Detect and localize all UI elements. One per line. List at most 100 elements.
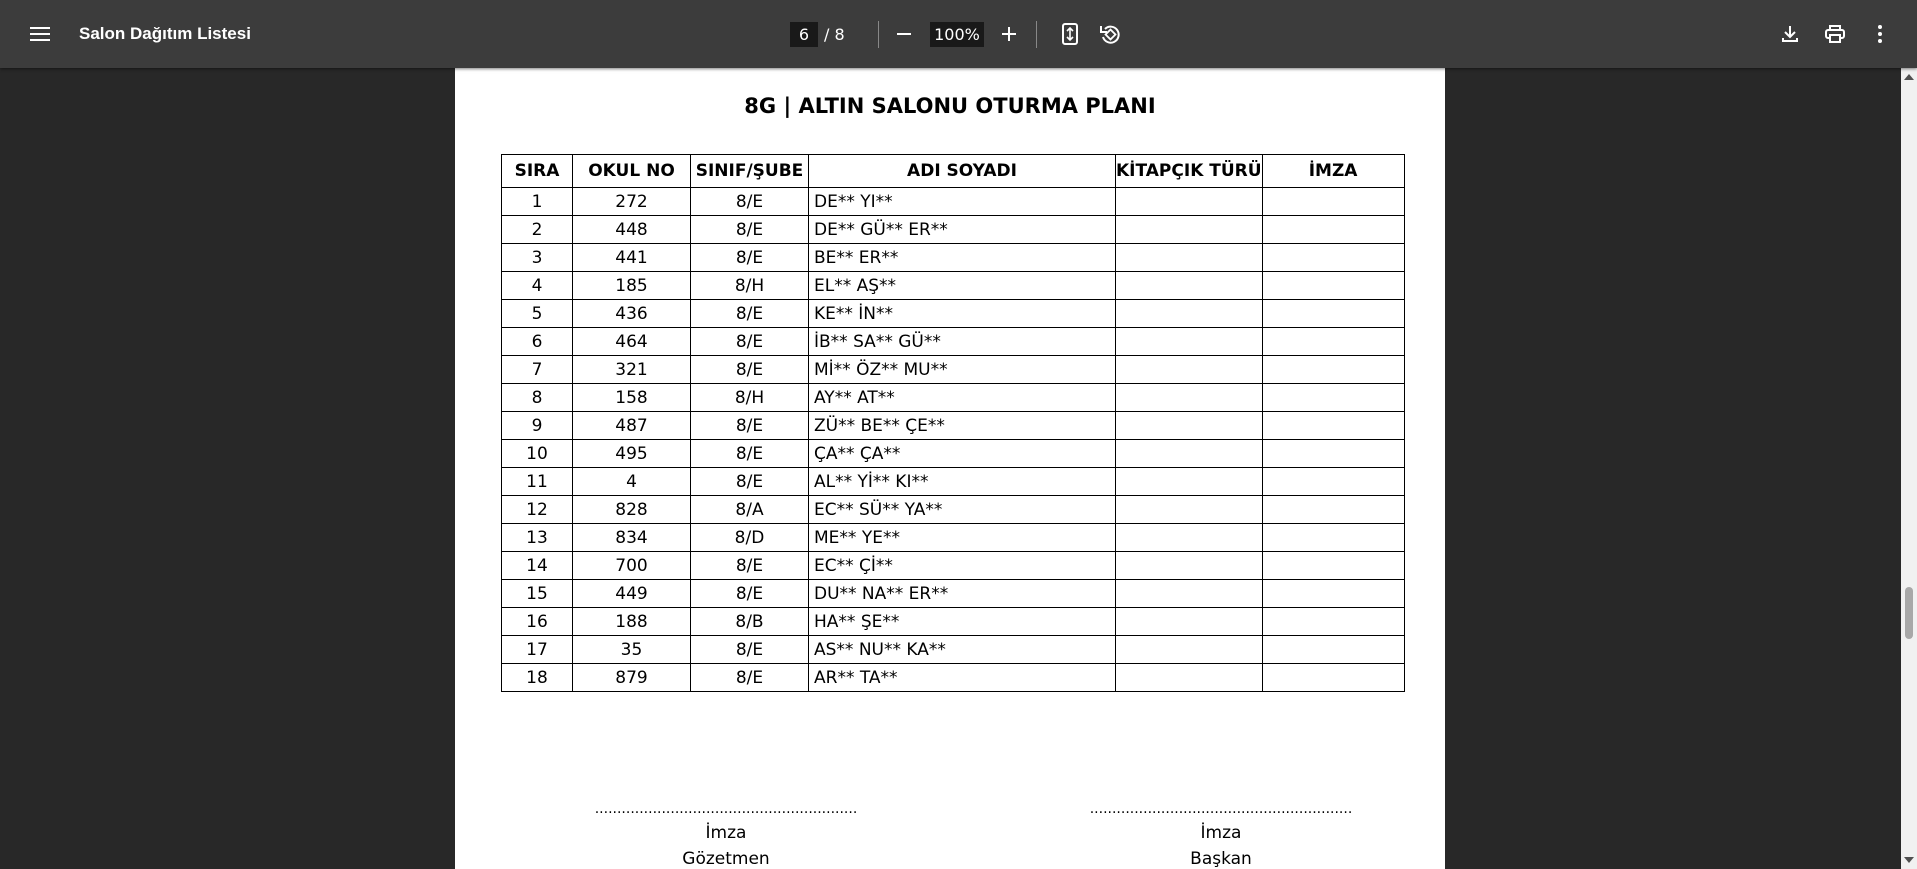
adi-soyadi-cell: KE** İN** xyxy=(808,299,1116,328)
imza-cell xyxy=(1261,579,1405,608)
column-header: OKUL NO xyxy=(572,154,691,188)
table-row: 10 495 8/E ÇA** ÇA** xyxy=(501,439,1405,468)
signature-block-baskan: ........................................… xyxy=(1081,801,1361,869)
seating-table: SIRA OKUL NO SINIF/ŞUBE ADI SOYADI KİTAPÇIK … xyxy=(501,154,1405,692)
sira-cell: 14 xyxy=(501,551,573,580)
kitapcik-turu-cell xyxy=(1115,271,1263,300)
page-total: / 8 xyxy=(824,25,845,44)
sira-cell: 9 xyxy=(501,411,573,440)
adi-soyadi-cell: ME** YE** xyxy=(808,523,1116,552)
adi-soyadi-cell: ZÜ** BE** ÇE** xyxy=(808,411,1116,440)
sira-cell: 1 xyxy=(501,187,573,216)
imza-cell xyxy=(1261,299,1405,328)
vertical-scrollbar[interactable] xyxy=(1901,68,1917,869)
okul-no-cell: 436 xyxy=(572,299,691,328)
rotate-counterclockwise-icon xyxy=(1100,25,1120,44)
kitapcik-turu-cell xyxy=(1115,663,1263,692)
sinif-sube-cell: 8/H xyxy=(690,271,809,300)
table-row: 9 487 8/E ZÜ** BE** ÇE** xyxy=(501,411,1405,440)
sira-cell: 13 xyxy=(501,523,573,552)
zoom-out-button[interactable] xyxy=(884,0,924,68)
sinif-sube-cell: 8/E xyxy=(690,467,809,496)
sira-cell: 3 xyxy=(501,243,573,272)
adi-soyadi-cell: İB** SA** GÜ** xyxy=(808,327,1116,356)
download-button[interactable] xyxy=(1770,0,1810,68)
adi-soyadi-cell: AY** AT** xyxy=(808,383,1116,412)
imza-cell xyxy=(1261,187,1405,216)
adi-soyadi-cell: EL** AŞ** xyxy=(808,271,1116,300)
imza-cell xyxy=(1261,439,1405,468)
imza-cell xyxy=(1261,411,1405,440)
kitapcik-turu-cell xyxy=(1115,607,1263,636)
okul-no-cell: 828 xyxy=(572,495,691,524)
scroll-up-arrow-icon[interactable] xyxy=(1904,74,1914,80)
okul-no-cell: 464 xyxy=(572,327,691,356)
adi-soyadi-cell: HA** ŞE** xyxy=(808,607,1116,636)
imza-cell xyxy=(1261,467,1405,496)
signature-line: ........................................… xyxy=(594,801,858,817)
zoom-in-button[interactable] xyxy=(989,0,1029,68)
imza-cell xyxy=(1261,327,1405,356)
table-row: 1 272 8/E DE** YI** xyxy=(501,187,1405,216)
okul-no-cell: 448 xyxy=(572,215,691,244)
okul-no-cell: 35 xyxy=(572,635,691,664)
signature-label: İmza xyxy=(1200,823,1242,843)
imza-cell xyxy=(1261,355,1405,384)
table-header-row: SIRA OKUL NO SINIF/ŞUBE ADI SOYADI KİTAPÇIK … xyxy=(501,154,1405,188)
adi-soyadi-cell: EC** Çİ** xyxy=(808,551,1116,580)
sira-cell: 7 xyxy=(501,355,573,384)
okul-no-cell: 487 xyxy=(572,411,691,440)
sira-cell: 5 xyxy=(501,299,573,328)
column-header: SIRA xyxy=(501,154,573,188)
adi-soyadi-cell: AR** TA** xyxy=(808,663,1116,692)
table-row: 17 35 8/E AS** NU** KA** xyxy=(501,635,1405,664)
column-header: ADI SOYADI xyxy=(808,154,1116,188)
okul-no-cell: 158 xyxy=(572,383,691,412)
rotate-button[interactable] xyxy=(1090,0,1130,68)
kitapcik-turu-cell xyxy=(1115,299,1263,328)
print-icon xyxy=(1825,25,1845,43)
sinif-sube-cell: 8/E xyxy=(690,635,809,664)
sira-cell: 2 xyxy=(501,215,573,244)
signature-line: ........................................… xyxy=(1089,801,1353,817)
table-row: 11 4 8/E AL** Yİ** KI** xyxy=(501,467,1405,496)
zoom-level-input[interactable]: 100% xyxy=(930,22,984,47)
page-title: 8G | ALTIN SALONU OTURMA PLANI xyxy=(744,94,1156,118)
okul-no-cell: 700 xyxy=(572,551,691,580)
okul-no-cell: 441 xyxy=(572,243,691,272)
pdf-page: 8G | ALTIN SALONU OTURMA PLANI SIRA OKUL … xyxy=(455,68,1445,869)
sira-cell: 15 xyxy=(501,579,573,608)
table-row: 16 188 8/B HA** ŞE** xyxy=(501,607,1405,636)
okul-no-cell: 4 xyxy=(572,467,691,496)
okul-no-cell: 321 xyxy=(572,355,691,384)
imza-cell xyxy=(1261,271,1405,300)
divider xyxy=(1036,21,1037,48)
sinif-sube-cell: 8/E xyxy=(690,439,809,468)
kitapcik-turu-cell xyxy=(1115,523,1263,552)
column-header: SINIF/ŞUBE xyxy=(690,154,809,188)
imza-cell xyxy=(1261,383,1405,412)
sinif-sube-cell: 8/E xyxy=(690,327,809,356)
scroll-down-arrow-icon[interactable] xyxy=(1904,857,1914,863)
print-button[interactable] xyxy=(1815,0,1855,68)
table-row: 12 828 8/A EC** SÜ** YA** xyxy=(501,495,1405,524)
signature-block-gozetmen: ........................................… xyxy=(586,801,866,869)
adi-soyadi-cell: Mİ** ÖZ** MU** xyxy=(808,355,1116,384)
fit-to-page-button[interactable] xyxy=(1050,0,1090,68)
page-number-input[interactable]: 6 xyxy=(790,22,818,47)
menu-button[interactable] xyxy=(20,0,60,68)
sinif-sube-cell: 8/E xyxy=(690,579,809,608)
table-row: 4 185 8/H EL** AŞ** xyxy=(501,271,1405,300)
sinif-sube-cell: 8/D xyxy=(690,523,809,552)
kitapcik-turu-cell xyxy=(1115,327,1263,356)
signature-label: İmza xyxy=(705,823,747,843)
imza-cell xyxy=(1261,523,1405,552)
kitapcik-turu-cell xyxy=(1115,243,1263,272)
okul-no-cell: 272 xyxy=(572,187,691,216)
table-row: 13 834 8/D ME** YE** xyxy=(501,523,1405,552)
imza-cell xyxy=(1261,551,1405,580)
more-options-button[interactable] xyxy=(1860,0,1900,68)
table-row: 7 321 8/E Mİ** ÖZ** MU** xyxy=(501,355,1405,384)
imza-cell xyxy=(1261,243,1405,272)
scrollbar-thumb[interactable] xyxy=(1905,587,1913,639)
